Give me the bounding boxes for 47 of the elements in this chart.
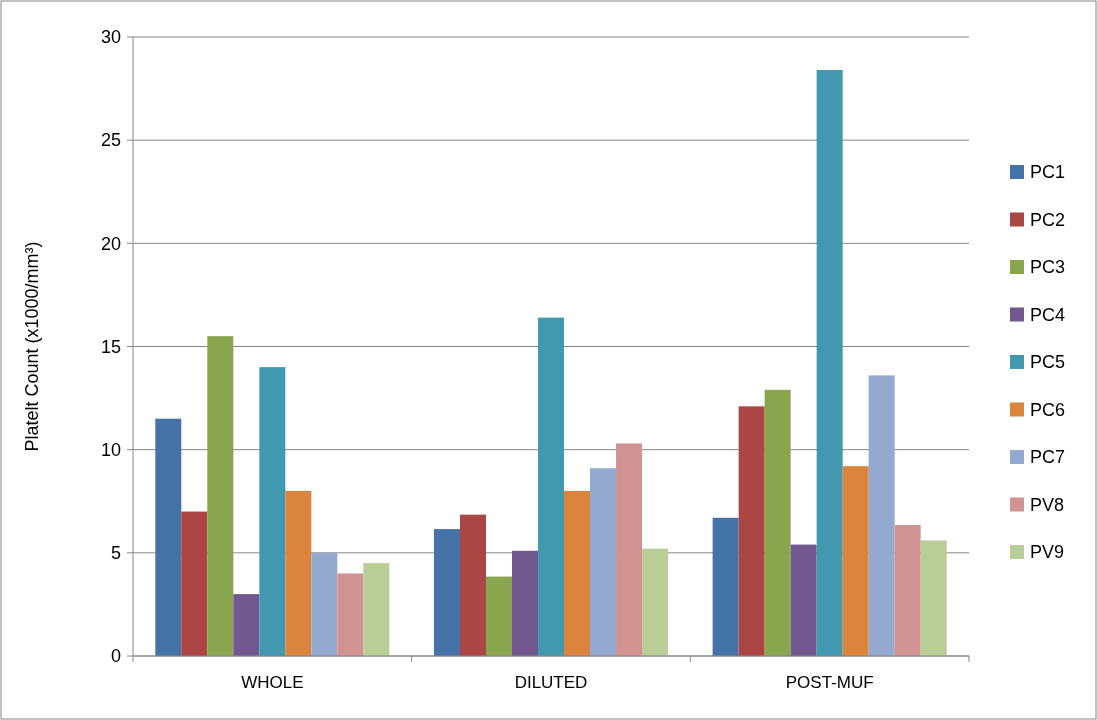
bar <box>590 468 617 656</box>
legend-label: PC1 <box>1030 162 1066 183</box>
legend-label: PC5 <box>1030 352 1066 373</box>
bar <box>738 406 765 656</box>
bar <box>642 548 669 656</box>
bar <box>207 336 234 656</box>
bar <box>764 389 791 656</box>
bar <box>894 524 921 656</box>
bar <box>816 70 843 656</box>
bar <box>181 511 208 656</box>
x-tick-label: WHOLE <box>241 673 304 692</box>
bar <box>616 443 643 656</box>
bar <box>511 550 538 656</box>
y-tick-label: 25 <box>100 130 121 151</box>
legend-label: PC3 <box>1030 257 1066 278</box>
bar <box>433 529 460 656</box>
x-tick-label: POST-MUF <box>785 673 874 692</box>
y-tick-label: 5 <box>110 543 121 564</box>
y-tick-label: 30 <box>100 27 121 48</box>
bar <box>868 375 895 656</box>
y-tick-label: 0 <box>110 646 121 667</box>
bar <box>363 563 390 656</box>
legend-label: PC2 <box>1030 209 1066 230</box>
bar <box>564 490 591 656</box>
x-tick-label: DILUTED <box>514 673 588 692</box>
y-axis-title: Platelt Count (x1000/mm³) <box>22 241 42 452</box>
y-tick-label: 20 <box>100 233 121 254</box>
bar <box>285 490 312 656</box>
bar <box>459 514 486 656</box>
bar <box>155 418 182 656</box>
bar <box>485 576 512 656</box>
legend-label: PV9 <box>1030 542 1065 563</box>
bar <box>790 544 817 656</box>
legend-label: PC4 <box>1030 304 1066 325</box>
bar <box>233 594 260 656</box>
legend-label: PC6 <box>1030 399 1066 420</box>
legend-label: PC7 <box>1030 447 1066 468</box>
bar <box>259 367 286 656</box>
legend-label: PV8 <box>1030 494 1065 515</box>
bar <box>842 466 869 656</box>
bar <box>712 517 739 656</box>
bar <box>920 540 947 656</box>
bar <box>337 573 364 656</box>
bar <box>311 552 338 656</box>
bar <box>538 317 564 656</box>
y-tick-label: 10 <box>100 439 121 460</box>
y-tick-label: 15 <box>100 336 121 357</box>
